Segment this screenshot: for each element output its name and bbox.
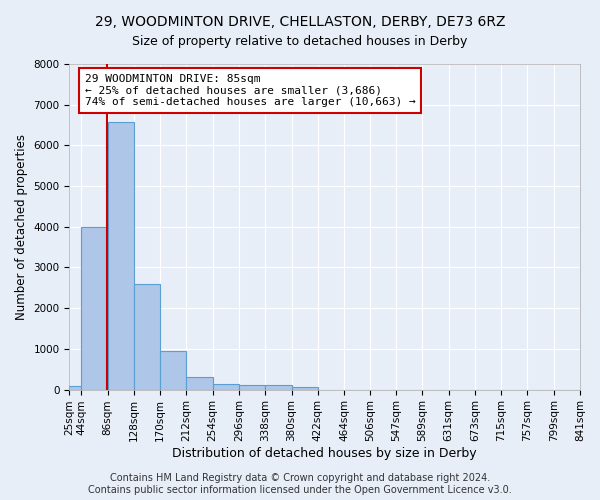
Text: 29 WOODMINTON DRIVE: 85sqm
← 25% of detached houses are smaller (3,686)
74% of s: 29 WOODMINTON DRIVE: 85sqm ← 25% of deta… xyxy=(85,74,415,107)
Bar xyxy=(292,387,318,390)
Y-axis label: Number of detached properties: Number of detached properties xyxy=(15,134,28,320)
Bar xyxy=(160,350,187,390)
Bar xyxy=(212,384,239,390)
Text: Size of property relative to detached houses in Derby: Size of property relative to detached ho… xyxy=(133,35,467,48)
Text: 29, WOODMINTON DRIVE, CHELLASTON, DERBY, DE73 6RZ: 29, WOODMINTON DRIVE, CHELLASTON, DERBY,… xyxy=(95,15,505,29)
Bar xyxy=(239,385,265,390)
Bar xyxy=(187,378,212,390)
Bar xyxy=(265,385,292,390)
Text: Contains HM Land Registry data © Crown copyright and database right 2024.
Contai: Contains HM Land Registry data © Crown c… xyxy=(88,474,512,495)
Bar xyxy=(70,386,81,390)
X-axis label: Distribution of detached houses by size in Derby: Distribution of detached houses by size … xyxy=(172,447,477,460)
Bar xyxy=(81,227,107,390)
Bar xyxy=(134,284,160,390)
Bar xyxy=(107,122,134,390)
